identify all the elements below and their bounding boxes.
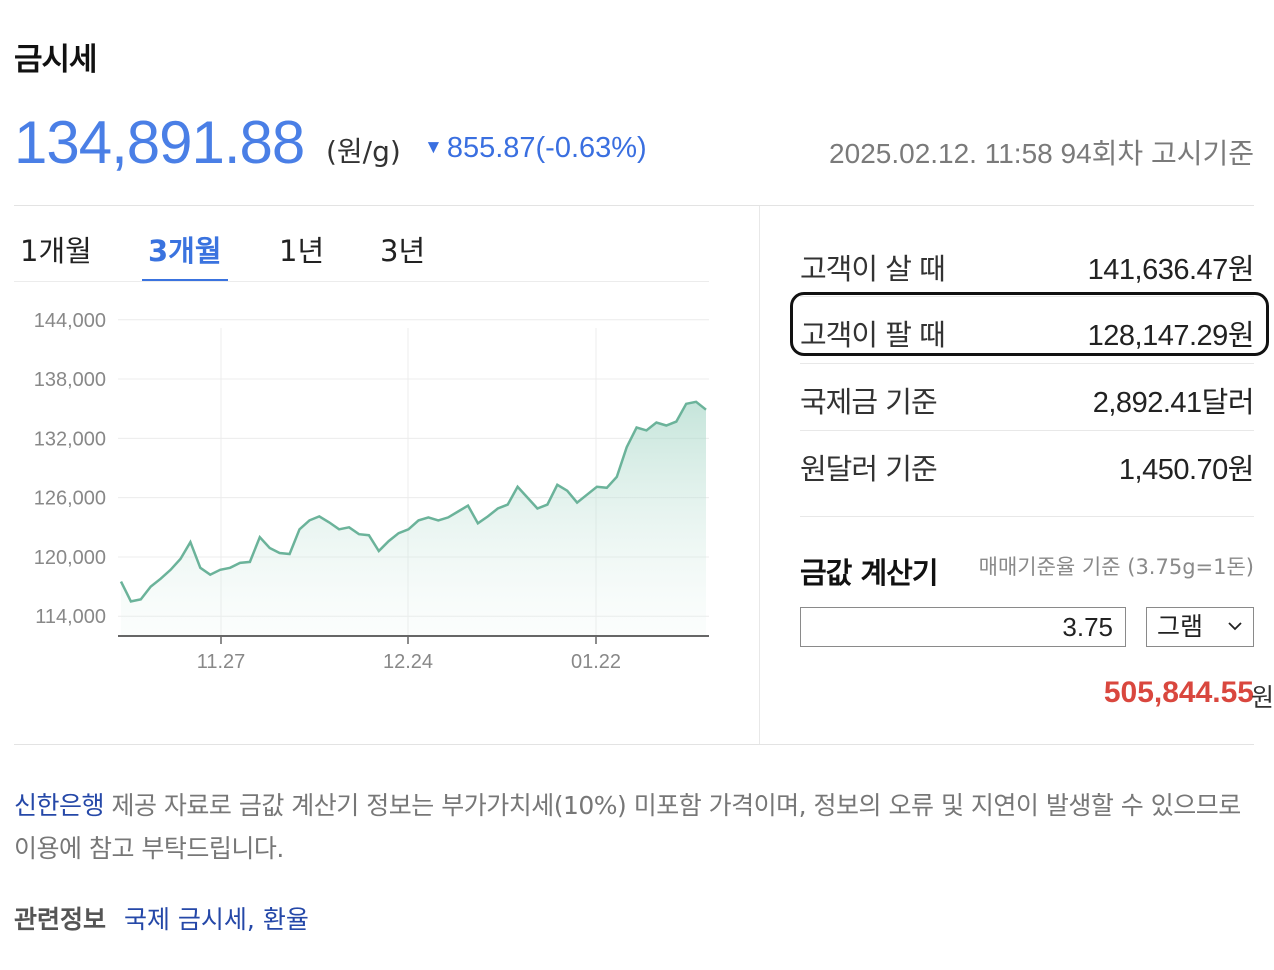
bank-link[interactable]: 신한은행 (14, 791, 105, 820)
info-label: 고객이 팔 때 (800, 318, 946, 352)
y-tick-label: 138,000 (34, 369, 106, 391)
divider (759, 206, 760, 744)
info-row-international: 국제금 기준 2,892.41달러 (800, 365, 1255, 431)
info-row-exchange: 원달러 기준 1,450.70원 (800, 432, 1255, 498)
y-tick-label: 114,000 (35, 606, 106, 628)
related-label: 관련정보 (14, 905, 107, 934)
footnote: 신한은행 제공 자료로 금값 계산기 정보는 부가가치세(10%) 미포함 가격… (14, 784, 1259, 870)
info-value: 141,636.47원 (1087, 254, 1255, 286)
tab-3-months[interactable]: 3개월 (142, 226, 228, 282)
current-price: 134,891.88 (14, 109, 305, 176)
period-tabs: 1개월 3개월 1년 3년 (14, 226, 709, 282)
price-change-value: 855.87(-0.63%) (446, 132, 647, 164)
related-info: 관련정보 국제 금시세, 환율 (14, 900, 309, 936)
link-exchange-rate[interactable]: 환율 (262, 905, 309, 934)
tab-3-years[interactable]: 3년 (380, 234, 426, 268)
chart-area (121, 401, 706, 636)
info-value: 1,450.70원 (1118, 454, 1255, 486)
price-chart: 144,000 138,000 132,000 126,000 120,000 114,0… (34, 310, 709, 673)
info-label: 원달러 기준 (800, 452, 938, 486)
link-international-gold[interactable]: 국제 금시세 (123, 905, 247, 934)
chart-line (119, 400, 707, 603)
notice-time: 2025.02.12. 11:58 94회차 고시기준 (829, 138, 1254, 169)
calculator-basis: 매매기준율 기준 (3.75g=1돈) (978, 555, 1254, 579)
info-row-sell: 고객이 팔 때 128,147.29원 (800, 298, 1255, 364)
x-tick-label: 11.27 (197, 651, 246, 673)
tab-underline-track (14, 281, 709, 282)
info-label: 고객이 살 때 (800, 252, 946, 286)
highlight-annotation (790, 292, 1269, 356)
price-unit: (원/g) (326, 135, 401, 168)
divider (800, 516, 1254, 517)
y-tick-label: 126,000 (34, 488, 106, 510)
info-value: 2,892.41달러 (1092, 387, 1255, 419)
y-tick-label: 120,000 (34, 547, 106, 569)
chevron-down-icon (1228, 622, 1242, 631)
divider (800, 296, 1254, 297)
info-value: 128,147.29원 (1087, 320, 1255, 352)
unit-select-value: 그램 (1157, 612, 1204, 641)
weight-input[interactable] (800, 607, 1126, 647)
y-tick-label: 132,000 (34, 428, 106, 450)
info-row-buy: 고객이 살 때 141,636.47원 (800, 232, 1255, 298)
price-row: 134,891.88 (원/g) ▼ 855.87(-0.63%) 2025.02… (14, 108, 1254, 178)
down-arrow-icon: ▼ (424, 137, 443, 158)
calculator-result: 505,844.55 (1103, 676, 1254, 709)
unit-select[interactable]: 그램 (1146, 607, 1254, 647)
footnote-text: 제공 자료로 금값 계산기 정보는 부가가치세(10%) 미포함 가격이며, 정… (14, 791, 1241, 863)
divider (14, 205, 1254, 206)
page-title: 금시세 (14, 42, 98, 78)
calculator-title: 금값 계산기 (800, 556, 938, 590)
tab-1-year[interactable]: 1년 (279, 234, 325, 268)
divider (800, 430, 1254, 431)
info-label: 국제금 기준 (800, 385, 938, 419)
price-change: ▼ 855.87(-0.63%) (424, 132, 647, 165)
tab-1-month[interactable]: 1개월 (20, 234, 92, 268)
divider (800, 363, 1254, 364)
divider (14, 744, 1254, 745)
x-tick-label: 01.22 (571, 651, 621, 673)
y-tick-label: 144,000 (34, 310, 106, 332)
related-separator: , (246, 905, 255, 934)
x-tick-label: 12.24 (383, 651, 433, 673)
calculator-result-unit: 원 (1250, 683, 1274, 712)
